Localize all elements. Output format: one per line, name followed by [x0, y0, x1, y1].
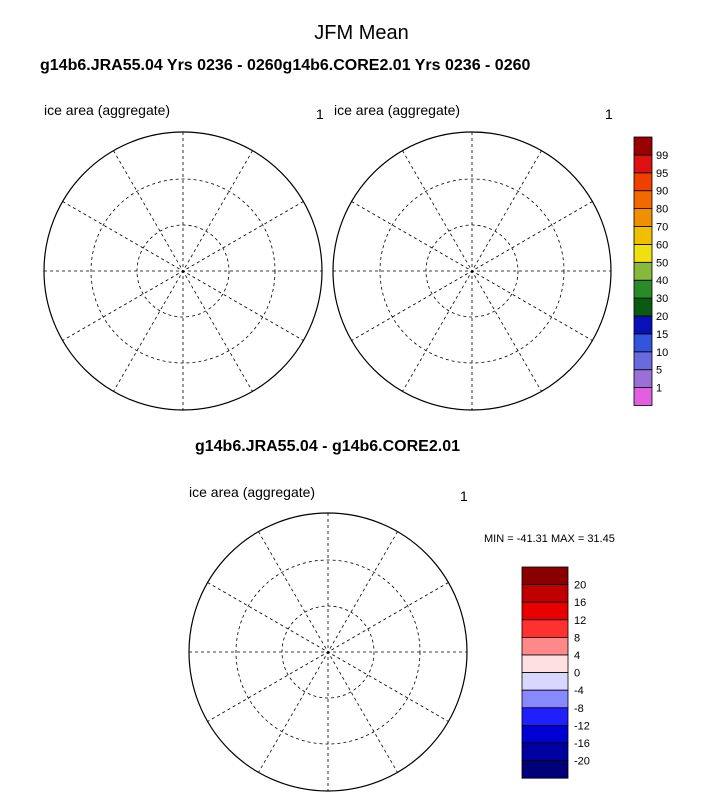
ice-colorbar-swatch-7 [633, 261, 653, 281]
diff-colorbar-swatch-0 [521, 566, 569, 586]
main-title: JFM Mean [314, 22, 409, 44]
ice-colorbar-label: 90 [656, 186, 668, 198]
panel1-map [43, 131, 323, 411]
ice-colorbar-label: 80 [656, 204, 668, 216]
panel2-number: 1 [605, 106, 613, 122]
ice-colorbar-label: 1 [656, 383, 662, 395]
ice-colorbar-label: 99 [656, 150, 668, 162]
panel3-map [188, 512, 468, 792]
diff-title: g14b6.JRA55.04 - g14b6.CORE2.01 [194, 438, 460, 455]
ice-colorbar-swatch-10 [633, 208, 653, 227]
ice-colorbar-label: 40 [656, 275, 668, 287]
diff-colorbar-swatch-4 [521, 637, 569, 656]
panel3-label: ice area (aggregate) [189, 484, 316, 500]
diff-colorbar-swatch-1 [521, 584, 569, 603]
case-titles: g14b6.JRA55.04 Yrs 0236 - 0260g14b6.CORE… [40, 57, 531, 74]
diff-colorbar-label: 16 [574, 597, 586, 609]
ice-colorbar-label: 15 [656, 329, 668, 341]
ice-colorbar-swatch-4 [633, 315, 653, 335]
ice-colorbar-swatch-3 [633, 333, 653, 353]
diff-colorbar-swatch-8 [521, 707, 569, 726]
panel1-label: ice area (aggregate) [44, 102, 171, 118]
ice-colorbar-label: 60 [656, 239, 668, 251]
diff-colorbar-swatch-6 [521, 672, 569, 691]
diff-colorbar-label: 0 [574, 668, 580, 680]
ice-colorbar-swatch-5 [633, 297, 653, 317]
diff-colorbar-label: -16 [574, 738, 590, 750]
diff-colorbar-label: 20 [574, 580, 586, 592]
panel1-number: 1 [316, 106, 324, 122]
panel2-label: ice area (aggregate) [334, 102, 461, 118]
ice-colorbar-label: 5 [656, 365, 662, 377]
diff-colorbar-swatch-3 [521, 619, 569, 638]
diff-colorbar-label: 12 [574, 615, 586, 627]
ice-colorbar-swatch-11 [633, 190, 653, 209]
ice-colorbar-label: 70 [656, 222, 668, 234]
diff-colorbar-swatch-11 [521, 760, 569, 779]
ice-colorbar-swatch-0 [633, 387, 653, 406]
ice-colorbar-swatch-12 [633, 172, 653, 192]
diff-colorbar-swatch-2 [521, 601, 569, 621]
diff-colorbar-label: -4 [574, 685, 584, 697]
ice-colorbar-swatch-9 [633, 226, 653, 245]
ice-colorbar-label: 95 [656, 168, 668, 180]
diff-colorbar-swatch-5 [521, 654, 569, 674]
ice-colorbar-label: 10 [656, 347, 668, 359]
diff-colorbar-swatch-9 [521, 725, 569, 744]
diff-colorbar-label: -8 [574, 703, 584, 715]
panel2-map [332, 131, 612, 411]
diff-colorbar-label: -12 [574, 720, 590, 732]
ice-colorbar-swatch-6 [633, 279, 653, 299]
diff-colorbar-swatch-7 [521, 689, 569, 709]
ice-colorbar-swatch-8 [633, 243, 653, 263]
ice-colorbar-label: 20 [656, 311, 668, 323]
min-max-label: MIN = -41.31 MAX = 31.45 [484, 533, 615, 545]
diff-colorbar-label: 4 [574, 650, 580, 662]
ice-colorbar-swatch-13 [633, 154, 653, 174]
ice-colorbar-label: 50 [656, 257, 668, 269]
panel3-number: 1 [460, 488, 468, 504]
colorbar-difference: 20 16 12 8 4 0 -4 -8 -12 -16 -20 [521, 566, 590, 779]
diff-colorbar-swatch-10 [521, 742, 569, 762]
diff-colorbar-label: -20 [574, 756, 590, 768]
ice-colorbar-swatch-14 [633, 136, 653, 156]
ice-colorbar-swatch-2 [633, 351, 653, 371]
diff-colorbar-label: 8 [574, 632, 580, 644]
ice-colorbar-label: 30 [656, 293, 668, 305]
ice-colorbar-swatch-1 [633, 369, 653, 389]
